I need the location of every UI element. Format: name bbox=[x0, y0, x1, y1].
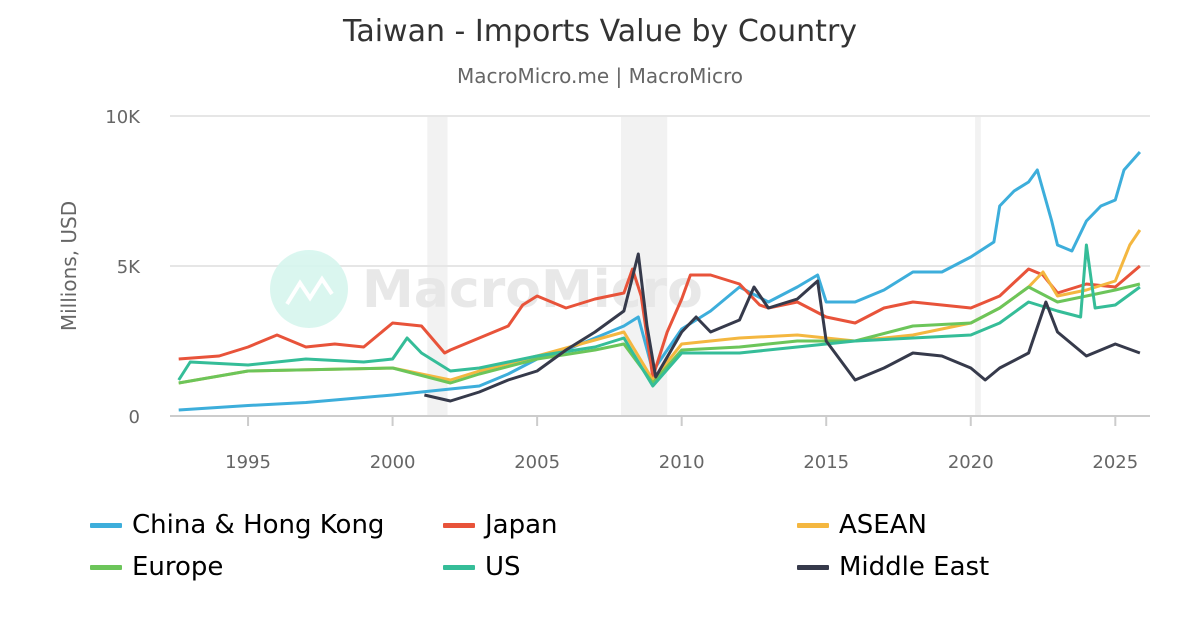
legend-swatch bbox=[443, 522, 475, 528]
legend-label: Middle East bbox=[839, 552, 990, 582]
legend-swatch bbox=[797, 564, 829, 570]
x-tick-label: 2005 bbox=[514, 452, 560, 473]
legend-label: US bbox=[485, 552, 521, 582]
legend-swatch bbox=[90, 564, 122, 570]
series-line-europe bbox=[178, 282, 1141, 385]
series-line-us bbox=[177, 243, 1141, 388]
series-line-japan bbox=[178, 264, 1141, 379]
legend-swatch bbox=[797, 522, 829, 528]
legend-item[interactable]: Europe bbox=[90, 552, 223, 582]
legend-label: Japan bbox=[485, 510, 558, 540]
legend-label: China & Hong Kong bbox=[132, 510, 385, 540]
legend-swatch bbox=[443, 564, 475, 570]
legend-item[interactable]: US bbox=[443, 552, 521, 582]
legend-item[interactable]: Japan bbox=[443, 510, 558, 540]
x-tick-label: 2025 bbox=[1092, 452, 1138, 473]
x-tick-label: 2020 bbox=[948, 452, 994, 473]
series-line-middle-east bbox=[424, 252, 1141, 403]
y-tick-label: 10K bbox=[105, 107, 141, 128]
chart-subtitle: MacroMicro.me | MacroMicro bbox=[457, 64, 743, 88]
legend-swatch bbox=[90, 522, 122, 528]
x-tick-label: 2015 bbox=[803, 452, 849, 473]
y-tick-label: 0 bbox=[129, 407, 140, 428]
legend-item[interactable]: Middle East bbox=[797, 552, 989, 582]
x-tick-label: 2000 bbox=[370, 452, 416, 473]
watermark-text: MacroMicro bbox=[362, 260, 703, 320]
legend-item[interactable]: China & Hong Kong bbox=[90, 510, 384, 540]
chart-title: Taiwan - Imports Value by Country bbox=[342, 14, 858, 49]
series-line-china-hong-kong bbox=[178, 151, 1142, 412]
legend-label: Europe bbox=[132, 552, 224, 582]
x-tick-label: 1995 bbox=[225, 452, 271, 473]
y-axis-label: Millions, USD bbox=[57, 201, 81, 331]
legend-label: ASEAN bbox=[839, 510, 927, 540]
x-tick-label: 2010 bbox=[659, 452, 705, 473]
watermark-logo-icon bbox=[270, 250, 348, 328]
legend-item[interactable]: ASEAN bbox=[797, 510, 927, 540]
y-tick-label: 5K bbox=[117, 257, 141, 278]
